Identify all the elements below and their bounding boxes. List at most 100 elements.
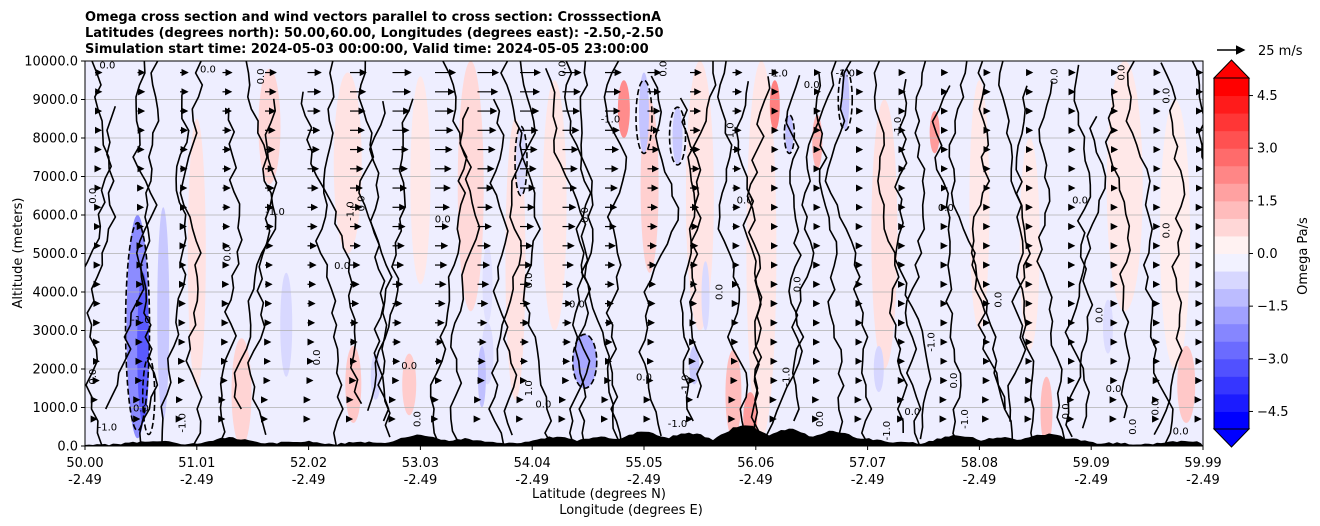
- contour-line-zero: [300, 91, 363, 405]
- terrain-silhouette: [85, 425, 1203, 446]
- contour-line-negative: [124, 221, 151, 432]
- colorbar-segment: [1214, 113, 1249, 132]
- contour-line-zero: [85, 61, 117, 446]
- colorbar-segment: [1214, 183, 1249, 202]
- contour-label: 0.0: [88, 188, 99, 204]
- omega-fill-region: [685, 61, 714, 331]
- contour-label: 0.0: [524, 272, 535, 288]
- contour-line-negative: [571, 333, 598, 390]
- contour-label: 0.0: [793, 276, 804, 292]
- contour-label: 0.0: [1106, 384, 1122, 395]
- contour-line-negative: [635, 79, 653, 155]
- x-tick-label-latitude: 56.06: [737, 456, 774, 471]
- x-tick-label-latitude: 52.02: [290, 456, 327, 471]
- x-tick-label-longitude: -2.49: [1186, 473, 1220, 488]
- colorbar-segment: [1214, 341, 1249, 360]
- colorbar-segment: [1214, 235, 1249, 254]
- contour-label: 0.0: [1117, 65, 1128, 81]
- x-tick-label-longitude: -2.49: [180, 473, 214, 488]
- contour-label: 0.0: [737, 195, 753, 206]
- colorbar-segment: [1214, 253, 1249, 272]
- contour-label: 0.0: [401, 361, 417, 372]
- colorbar-segment: [1214, 218, 1249, 237]
- colorbar-segment: [1214, 130, 1249, 149]
- chart-title-line-2: Latitudes (degrees north): 50.00,60.00, …: [85, 26, 664, 41]
- contour-line-negative: [668, 106, 687, 166]
- contour-line-zero: [679, 61, 717, 422]
- contour-label: -1.0: [681, 375, 692, 395]
- x-tick-label-longitude: -2.49: [1074, 473, 1108, 488]
- contour-line-zero: [315, 61, 344, 446]
- contour-line-negative: [783, 114, 796, 155]
- contour-line-zero: [1065, 64, 1094, 438]
- y-tick-label: 2000.0: [33, 363, 79, 378]
- contour-line-zero: [218, 107, 243, 445]
- chart-title-line-1: Omega cross section and wind vectors par…: [85, 10, 661, 25]
- y-tick-label: 9000.0: [33, 93, 79, 108]
- omega-fill-region: [477, 345, 486, 408]
- x-tick-label-longitude: -2.49: [404, 473, 438, 488]
- colorbar-segment: [1214, 306, 1249, 325]
- omega-fill-region: [701, 261, 710, 331]
- colorbar-segment: [1214, 288, 1249, 307]
- omega-fill-region: [333, 72, 362, 254]
- contour-line-negative: [141, 356, 156, 436]
- contour-label: -1.0: [927, 332, 938, 352]
- colorbar-extend-max: [1212, 59, 1251, 79]
- x-tick-label-latitude: 51.01: [178, 456, 215, 471]
- x-tick-label-latitude: 53.03: [402, 456, 439, 471]
- contour-line-negative: [514, 125, 528, 197]
- omega-fill-region: [345, 345, 362, 423]
- wind-vector-layer: [90, 68, 1203, 423]
- contour-line-zero: [904, 61, 927, 446]
- contour-line-zero: [814, 73, 845, 446]
- contour-label: -1.0: [668, 419, 688, 430]
- contour-line-zero: [368, 100, 391, 438]
- contour-label: 1.0: [524, 380, 535, 396]
- omega-fill-region: [617, 80, 630, 138]
- x-axis-label-longitude: Longitude (degrees E): [559, 503, 703, 518]
- contour-line-zero: [568, 61, 594, 446]
- contour-line-zero: [489, 98, 518, 436]
- contour-label: 0.0: [1072, 195, 1088, 206]
- omega-fill-region: [542, 80, 567, 331]
- contour-label: 0.0: [1150, 400, 1161, 416]
- contour-label: 0.0: [334, 261, 350, 272]
- contour-label: 0.0: [569, 299, 585, 310]
- contour-label: 0.0: [256, 68, 267, 84]
- contour-label: -1.0: [178, 413, 189, 433]
- x-axis: 50.00 -2.49 51.01 -2.49 52.02 -2.49 53.03 -2.49…: [66, 446, 1222, 488]
- contour-label: 0.0: [88, 369, 99, 385]
- y-tick-label: 0.0: [57, 440, 78, 455]
- x-tick-label-latitude: 57.07: [849, 456, 886, 471]
- contour-line-zero: [824, 61, 873, 446]
- contour-line-zero: [247, 98, 278, 436]
- x-tick-label-latitude: 50.00: [66, 456, 103, 471]
- x-tick-label-longitude: -2.49: [515, 473, 549, 488]
- contour-label: 0.0: [658, 61, 669, 77]
- quiver-key-label: 25 m/s: [1258, 44, 1303, 59]
- omega-fill-region: [231, 338, 252, 446]
- colorbar-segment: [1214, 95, 1249, 114]
- contour-label: -1.0: [835, 68, 855, 79]
- contour-label: 0.0: [1050, 68, 1061, 84]
- omega-fill-region: [157, 207, 170, 420]
- contour-label: 0.0: [99, 61, 115, 72]
- x-tick-label-longitude: -2.49: [68, 473, 102, 488]
- colorbar-tick-label: −3.0: [1257, 352, 1289, 367]
- x-tick-label-latitude: 55.05: [625, 456, 662, 471]
- contour-label: 0.0: [815, 411, 826, 427]
- colorbar-segment: [1214, 148, 1249, 167]
- contour-label: -1.0: [893, 117, 904, 137]
- omega-fill-region: [137, 272, 150, 423]
- contour-line-zero: [519, 61, 553, 446]
- omega-fill-region: [410, 76, 431, 285]
- x-tick-label-latitude: 58.08: [961, 456, 998, 471]
- omega-fill-region: [1040, 376, 1053, 446]
- colorbar-tick-label: 3.0: [1257, 142, 1278, 157]
- contour-label: 0.0: [412, 411, 423, 427]
- y-tick-label: 4000.0: [33, 286, 79, 301]
- contour-label: -1.0: [265, 207, 285, 218]
- colorbar-label: Omega Pa/s: [1296, 217, 1311, 295]
- contour-line-zero: [638, 75, 680, 437]
